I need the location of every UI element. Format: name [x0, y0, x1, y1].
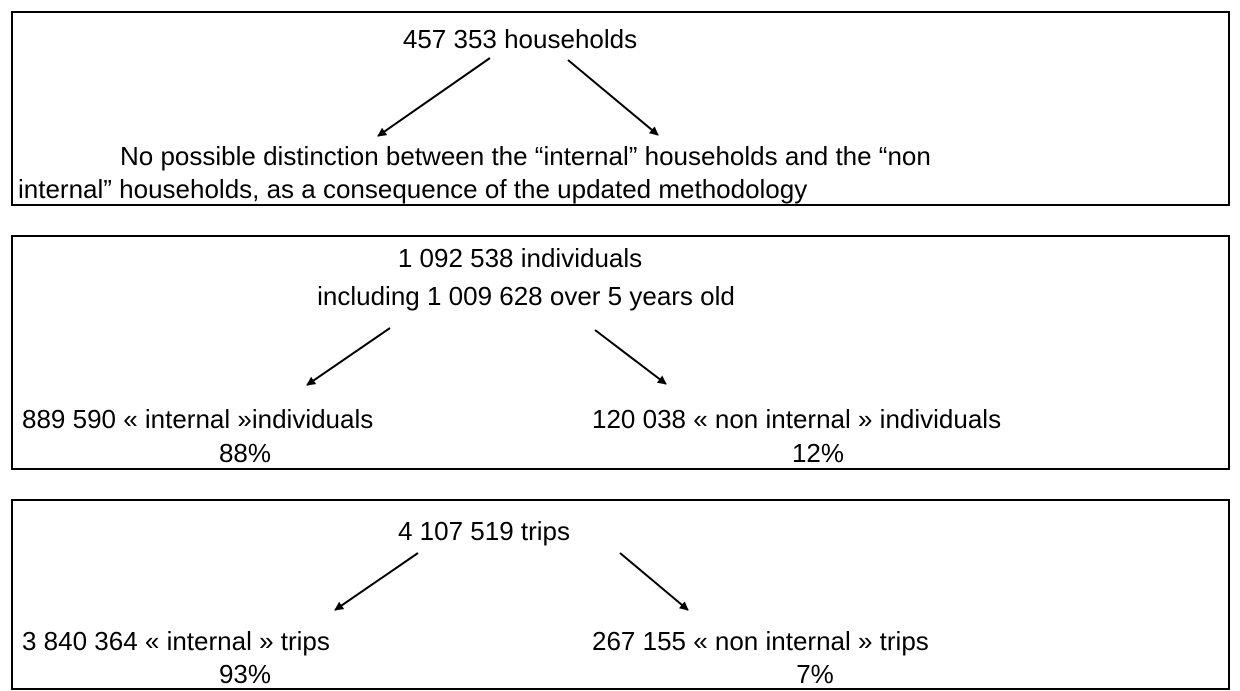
trips-box	[11, 499, 1230, 690]
households-note: No possible distinction between the “int…	[120, 141, 931, 171]
internal-share: 93%	[219, 659, 271, 689]
internal-individuals: 889 590 « internal »individuals	[22, 404, 373, 434]
non-internal-individuals: 120 038 « non internal » individuals	[592, 404, 1001, 434]
arrow	[594, 329, 667, 385]
non-internal-trips: 267 155 « non internal » trips	[592, 626, 929, 656]
trips-title: 4 107 519 trips	[398, 516, 570, 546]
arrow	[619, 552, 689, 611]
individuals-title: 1 092 538 individuals	[398, 243, 642, 273]
arrow	[334, 552, 419, 611]
households-box	[11, 11, 1230, 206]
individuals-subtitle: including 1 009 628 over 5 years old	[317, 281, 735, 311]
arrow	[567, 59, 659, 136]
internal-trips: 3 840 364 « internal » trips	[22, 626, 330, 656]
households-title: 457 353 households	[403, 24, 637, 54]
individuals-box	[11, 235, 1230, 470]
arrow	[306, 327, 391, 386]
non-internal-share: 7%	[796, 659, 834, 689]
non-internal-share: 12%	[792, 438, 844, 468]
internal-share: 88%	[219, 438, 271, 468]
arrow	[377, 57, 491, 137]
households-note: internal” households, as a consequence o…	[18, 174, 807, 204]
